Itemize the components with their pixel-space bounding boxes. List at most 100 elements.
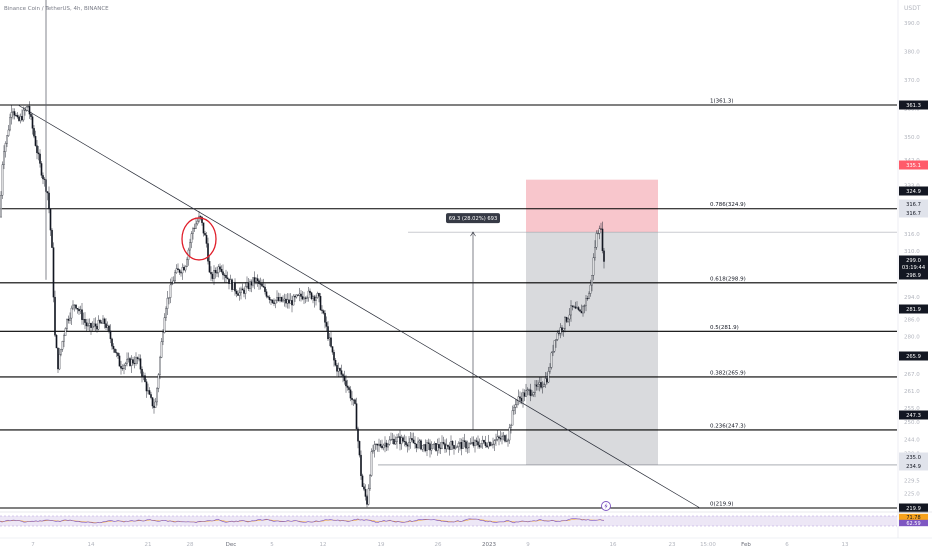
candle	[141, 366, 143, 383]
candle-body	[219, 266, 221, 270]
candle	[573, 305, 575, 308]
time-tick: 19	[378, 542, 385, 548]
candle-body	[276, 297, 278, 301]
candle	[172, 276, 175, 285]
candle-body	[582, 306, 584, 314]
trendline[interactable]	[17, 104, 701, 509]
candle	[403, 434, 406, 447]
candle-body	[525, 390, 527, 397]
candle-body	[207, 243, 209, 262]
candle	[102, 315, 104, 324]
candle	[46, 190, 49, 201]
time-axis[interactable]: 7 14 21 28 Dec 5 12 19 26 2023 9 16 23 15:00 Feb 6 13	[0, 537, 932, 548]
candle	[231, 278, 233, 292]
candle	[436, 438, 439, 456]
candle-body	[361, 475, 364, 487]
candle	[474, 439, 476, 453]
candle	[255, 276, 257, 285]
lightning-icon[interactable]	[601, 501, 611, 511]
measure-tooltip[interactable]: 69.3 (28.02%) 693	[446, 213, 500, 224]
candle	[178, 268, 181, 275]
candle	[286, 293, 289, 309]
candle	[205, 232, 208, 248]
fibonacci-levels[interactable]: 1(361.3) 0.786(324.9) 0.618(298.9) 0.5(281.…	[0, 99, 897, 509]
candle-body	[180, 272, 182, 274]
candle	[16, 112, 19, 119]
candle-body	[394, 441, 397, 445]
candle-body	[430, 448, 433, 451]
candle	[553, 340, 556, 353]
candle-body	[186, 259, 188, 267]
trendline-tool[interactable]	[17, 104, 701, 509]
candle-body	[556, 332, 559, 340]
candle	[558, 329, 560, 336]
candle	[294, 294, 296, 302]
candle-body	[249, 281, 251, 290]
candle	[331, 346, 334, 355]
candle	[381, 439, 383, 450]
candle-body	[27, 106, 29, 108]
candle-body	[274, 299, 277, 304]
candle-body	[349, 389, 352, 399]
candle-body	[457, 443, 460, 448]
candle	[208, 255, 211, 273]
candle-body	[501, 436, 503, 440]
candle-body	[310, 292, 313, 299]
candle	[151, 397, 154, 409]
candle-body	[147, 390, 149, 392]
candle	[93, 318, 95, 330]
position-target-zone[interactable]	[526, 179, 658, 233]
candle	[421, 445, 424, 452]
candle	[330, 330, 332, 348]
candle	[268, 295, 271, 304]
candle-body	[600, 228, 602, 230]
candle-body	[105, 323, 107, 328]
candle-body	[208, 261, 211, 273]
candle	[562, 327, 565, 337]
candle-body	[393, 438, 395, 445]
candle	[499, 430, 502, 442]
highlight-circle[interactable]	[181, 217, 217, 261]
candle	[363, 483, 365, 492]
candle	[75, 304, 77, 310]
candle-body	[49, 208, 52, 231]
long-position-tool[interactable]	[378, 179, 897, 466]
price-label-text: 219.9	[906, 506, 921, 512]
candle-body	[591, 275, 593, 286]
candle	[505, 434, 508, 443]
fib-level-label: 1(361.3)	[710, 99, 734, 105]
candle	[267, 295, 269, 299]
drawing-annotations[interactable]: 69.3 (28.02%) 693	[181, 213, 500, 430]
price-tick: 390.0	[904, 21, 920, 27]
candle	[240, 286, 242, 300]
time-tick: 2023	[482, 542, 496, 548]
candle	[375, 443, 377, 450]
candle-body	[583, 305, 586, 307]
candle-body	[54, 296, 56, 336]
candle	[460, 438, 463, 456]
candle	[228, 278, 230, 290]
candle-body	[552, 351, 554, 354]
candle	[181, 263, 184, 280]
candle	[174, 270, 176, 284]
price-label-text: 335.1	[906, 163, 921, 169]
candle	[9, 113, 11, 132]
candle-body	[354, 399, 356, 404]
candle	[469, 438, 472, 445]
price-label-box	[899, 351, 928, 361]
candle-body	[166, 297, 169, 309]
price-label-box	[899, 100, 928, 110]
position-stop-zone[interactable]	[526, 232, 658, 465]
price-tick: 244.0	[904, 437, 920, 443]
candle-body	[66, 318, 68, 329]
candle	[280, 296, 283, 303]
candle	[99, 318, 101, 325]
time-tick: 14	[88, 542, 95, 548]
candle-body	[163, 317, 166, 333]
candle	[223, 273, 226, 283]
candle	[576, 301, 578, 309]
candle	[510, 423, 512, 434]
